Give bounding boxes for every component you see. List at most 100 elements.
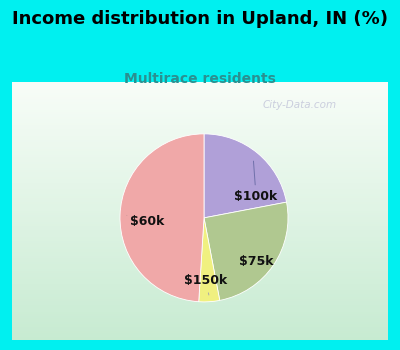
Bar [12, 102, 388, 104]
Bar [12, 168, 388, 170]
Text: Multirace residents: Multirace residents [124, 72, 276, 86]
Wedge shape [204, 202, 288, 300]
Bar [12, 297, 388, 299]
Bar [12, 108, 388, 110]
Bar [12, 273, 388, 275]
Bar [12, 202, 388, 204]
Bar [12, 95, 388, 97]
Bar [12, 303, 388, 305]
Wedge shape [199, 218, 220, 302]
Bar [12, 337, 388, 340]
Bar [12, 260, 388, 262]
Bar [12, 262, 388, 265]
Bar [12, 243, 388, 245]
Bar [12, 239, 388, 241]
Bar [12, 119, 388, 121]
Bar [12, 256, 388, 258]
Bar [12, 136, 388, 138]
Bar [12, 206, 388, 209]
Bar [12, 200, 388, 202]
Bar [12, 125, 388, 127]
Bar [12, 286, 388, 288]
Bar [12, 316, 388, 318]
Bar [12, 198, 388, 200]
Bar [12, 327, 388, 329]
Bar [12, 196, 388, 198]
Bar [12, 324, 388, 327]
Text: $60k: $60k [127, 215, 164, 228]
Bar [12, 151, 388, 153]
Bar [12, 104, 388, 106]
Bar [12, 132, 388, 134]
Bar [12, 147, 388, 149]
Bar [12, 185, 388, 187]
Bar [12, 181, 388, 183]
Bar [12, 224, 388, 226]
Bar [12, 204, 388, 206]
Bar [12, 140, 388, 142]
Bar [12, 271, 388, 273]
Bar [12, 230, 388, 232]
Bar [12, 335, 388, 337]
Bar [12, 157, 388, 160]
Bar [12, 97, 388, 99]
Bar [12, 209, 388, 211]
Bar [12, 215, 388, 217]
Bar [12, 305, 388, 307]
Bar [12, 130, 388, 132]
Bar [12, 333, 388, 335]
Bar [12, 153, 388, 155]
Bar [12, 288, 388, 290]
Bar [12, 114, 388, 117]
Bar [12, 187, 388, 189]
Bar [12, 211, 388, 213]
Bar [12, 174, 388, 176]
Bar [12, 275, 388, 277]
Bar [12, 121, 388, 123]
Bar [12, 228, 388, 230]
Bar [12, 322, 388, 324]
Bar [12, 179, 388, 181]
Bar [12, 237, 388, 239]
Bar [12, 250, 388, 252]
Bar [12, 110, 388, 112]
Bar [12, 222, 388, 224]
Bar [12, 160, 388, 162]
Bar [12, 314, 388, 316]
Bar [12, 176, 388, 179]
Bar [12, 191, 388, 194]
Text: $75k: $75k [239, 255, 273, 268]
Bar [12, 86, 388, 89]
Bar [12, 241, 388, 243]
Bar [12, 329, 388, 331]
Bar [12, 183, 388, 185]
Text: City-Data.com: City-Data.com [263, 100, 337, 110]
Bar [12, 284, 388, 286]
Bar [12, 106, 388, 108]
Bar [12, 267, 388, 269]
Bar [12, 282, 388, 284]
Bar [12, 91, 388, 93]
Bar [12, 258, 388, 260]
Text: $100k: $100k [234, 161, 278, 203]
Bar [12, 123, 388, 125]
Bar [12, 112, 388, 114]
Bar [12, 232, 388, 234]
Bar [12, 162, 388, 164]
Bar [12, 265, 388, 267]
Bar [12, 312, 388, 314]
Bar [12, 89, 388, 91]
Bar [12, 219, 388, 222]
Bar [12, 269, 388, 271]
Bar [12, 138, 388, 140]
Bar [12, 213, 388, 215]
Wedge shape [204, 134, 286, 218]
Bar [12, 189, 388, 191]
Bar [12, 301, 388, 303]
Bar [12, 245, 388, 247]
Wedge shape [120, 134, 204, 302]
Text: Income distribution in Upland, IN (%): Income distribution in Upland, IN (%) [12, 10, 388, 28]
Bar [12, 93, 388, 95]
Bar [12, 307, 388, 309]
Bar [12, 127, 388, 130]
